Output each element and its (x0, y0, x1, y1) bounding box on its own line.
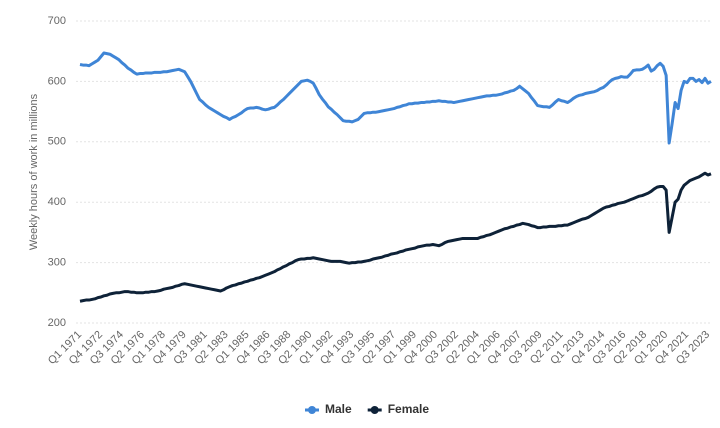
y-tick-label: 600 (48, 75, 66, 87)
legend-marker (308, 406, 316, 414)
y-tick-label: 500 (48, 136, 66, 148)
line-series (79, 51, 712, 145)
legend-label: Male (325, 402, 352, 416)
y-tick-label: 400 (48, 196, 66, 208)
line-series (79, 171, 712, 303)
y-axis-title: Weekly hours of work in millions (28, 93, 40, 250)
y-tick-label: 200 (48, 317, 66, 329)
legend-label: Female (388, 402, 430, 416)
legend-marker (370, 406, 379, 414)
y-tick-label: 300 (48, 257, 66, 269)
y-tick-label: 700 (48, 15, 66, 27)
